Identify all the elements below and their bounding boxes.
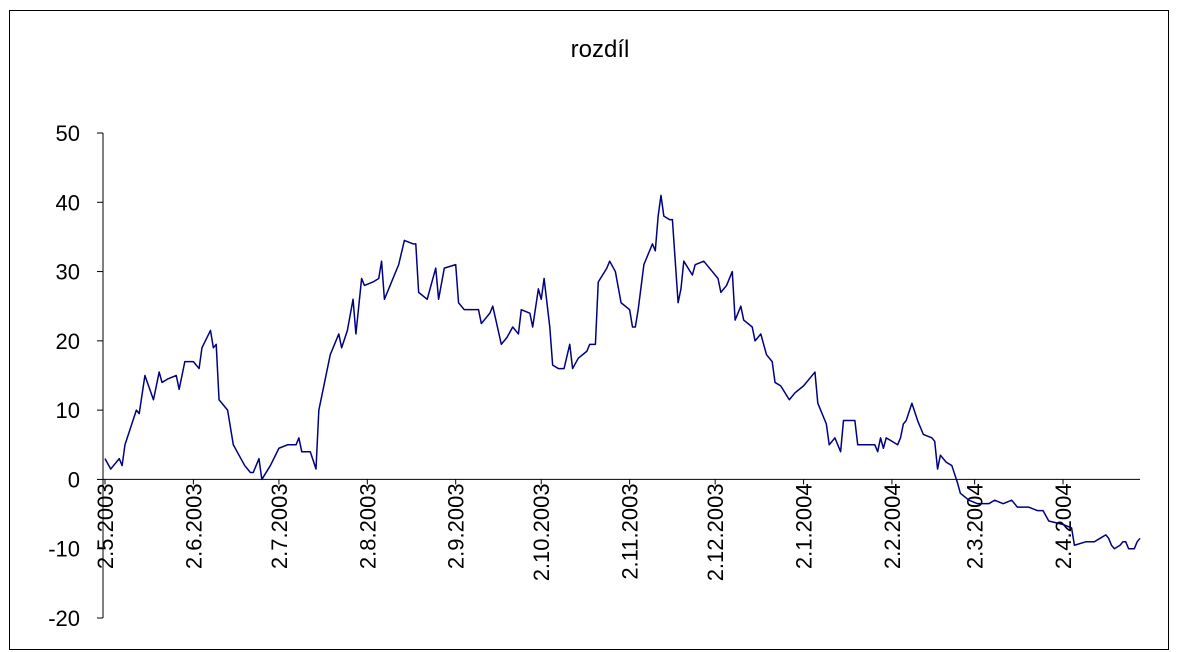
chart-title: rozdíl — [571, 36, 630, 63]
x-tick-label: 2.12.2003 — [703, 483, 728, 581]
x-tick-label: 2.6.2003 — [181, 483, 206, 569]
x-tick-label: 2.5.2003 — [93, 483, 118, 569]
y-tick-label: 20 — [56, 329, 80, 354]
x-tick-label: 2.1.2004 — [792, 483, 817, 569]
data-line — [104, 194, 1141, 550]
x-tick-label: 2.4.2004 — [1051, 483, 1076, 569]
y-tick-label: 10 — [56, 398, 80, 423]
x-tick-label: 2.10.2003 — [529, 483, 554, 581]
y-tick-label: 50 — [56, 121, 80, 146]
x-tick-label: 2.9.2003 — [444, 483, 469, 569]
x-tick-label: 2.11.2003 — [618, 483, 643, 579]
y-tick-label: 30 — [56, 260, 80, 285]
y-tick-label: -10 — [48, 537, 80, 562]
x-tick-label: 2.8.2003 — [355, 483, 380, 569]
y-tick-label: -20 — [48, 606, 80, 631]
y-tick-label: 40 — [56, 190, 80, 215]
x-tick-label: 2.3.2004 — [963, 483, 988, 569]
y-tick-label: 0 — [68, 467, 80, 492]
x-tick-label: 2.7.2003 — [267, 483, 292, 569]
chart-frame — [9, 10, 1169, 650]
x-tick-label: 2.2.2004 — [880, 483, 905, 569]
